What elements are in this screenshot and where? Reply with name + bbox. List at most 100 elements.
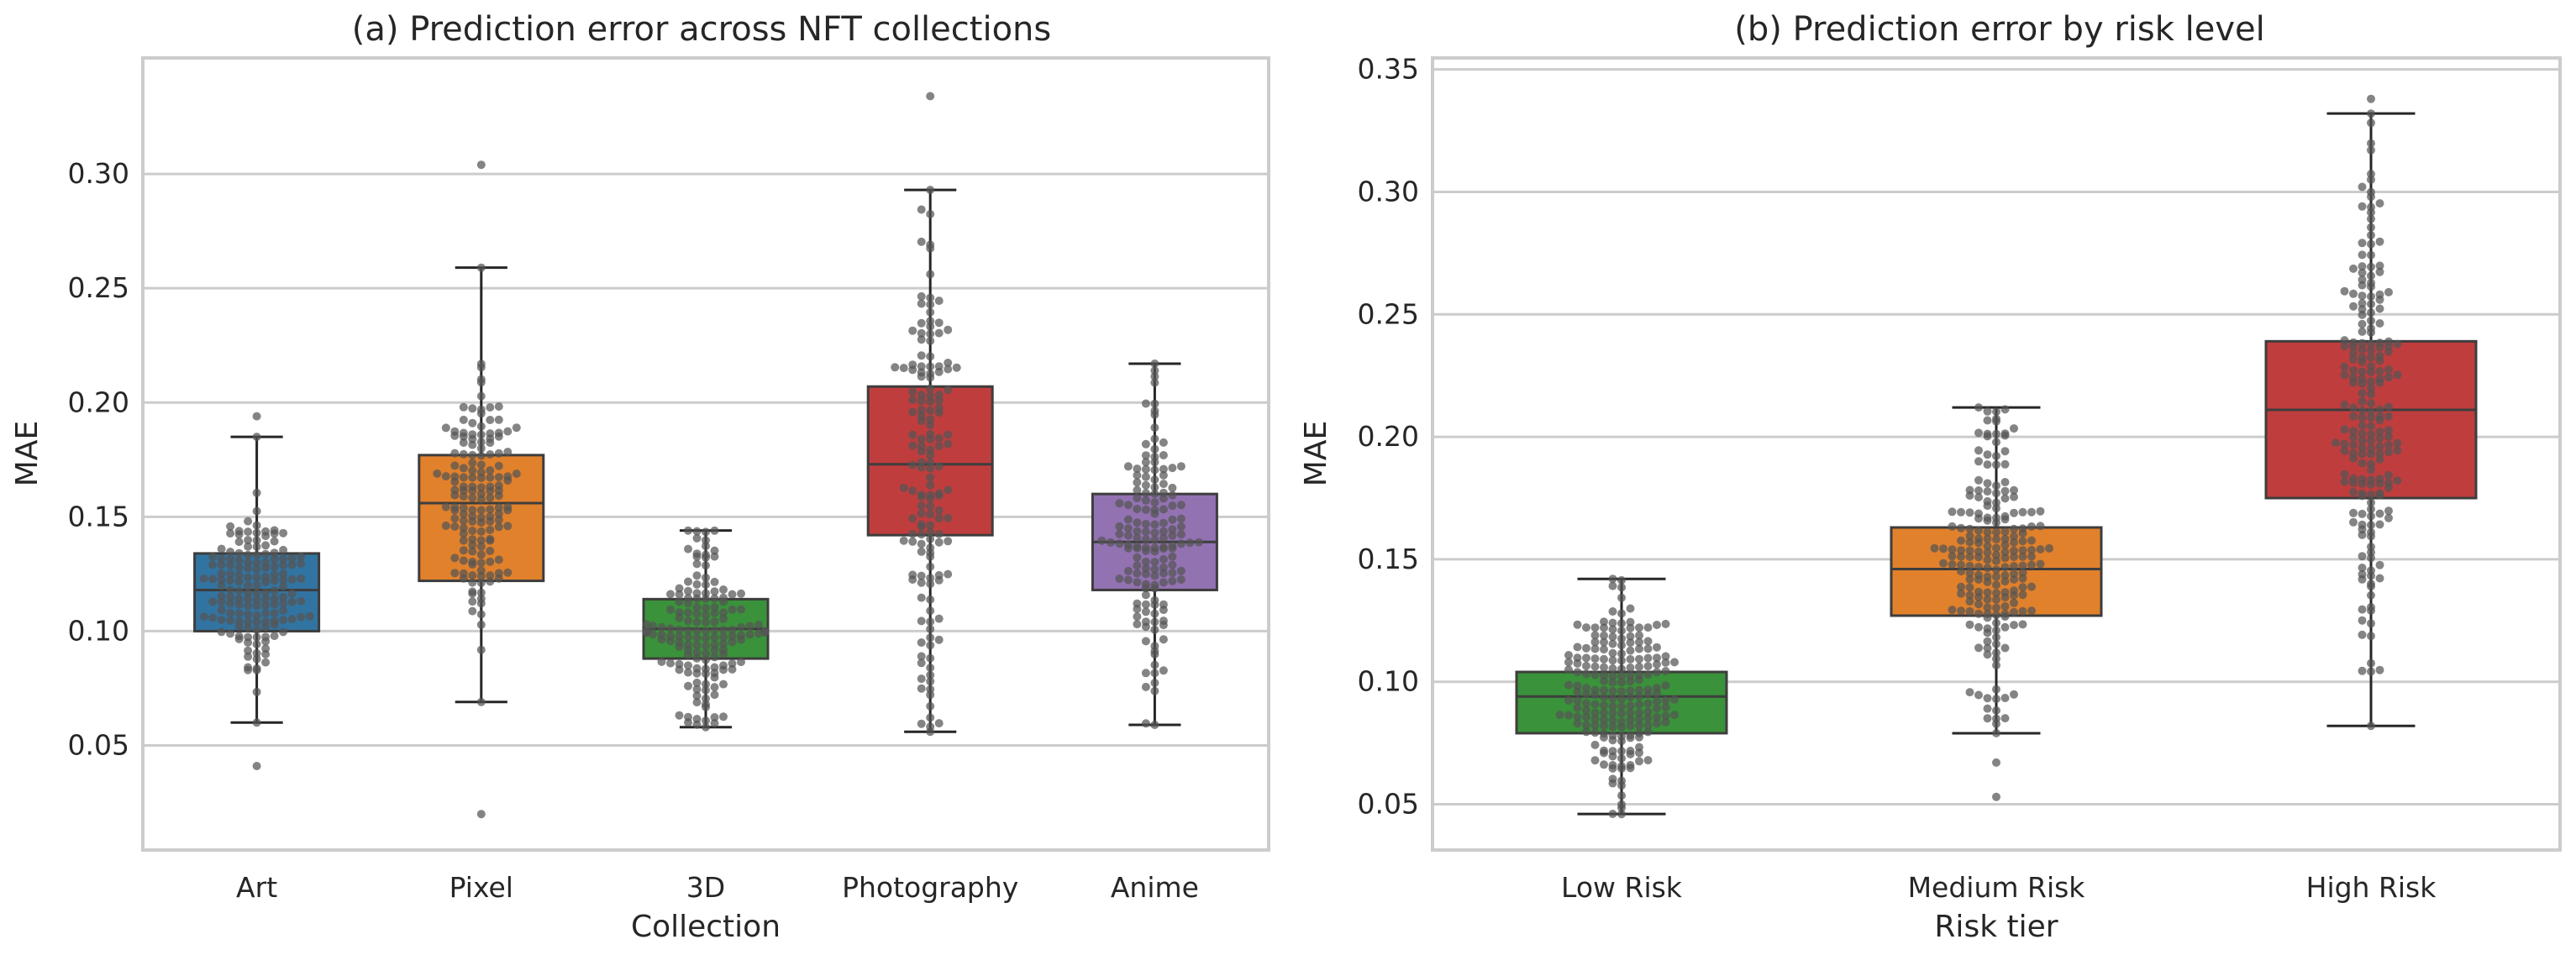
data-point	[1608, 694, 1617, 703]
data-point	[2340, 425, 2349, 434]
data-point	[217, 575, 226, 585]
data-point	[1600, 617, 1608, 627]
data-point	[2375, 433, 2384, 443]
data-point	[494, 555, 503, 564]
data-point	[252, 528, 261, 538]
data-point	[1965, 620, 1974, 629]
data-point	[2367, 346, 2375, 355]
data-point	[666, 605, 675, 614]
data-point	[2018, 524, 2027, 533]
data-point	[270, 554, 279, 564]
plot-frame-a	[141, 56, 1270, 852]
data-point	[2349, 474, 2358, 483]
data-point	[2375, 237, 2384, 246]
data-point	[2358, 275, 2367, 284]
data-point	[1992, 438, 2000, 447]
data-point	[1608, 761, 1617, 769]
data-point	[934, 433, 944, 443]
data-point	[1617, 695, 1626, 704]
data-point	[1150, 475, 1159, 484]
data-point	[917, 434, 926, 443]
data-point	[2045, 543, 2053, 553]
data-point	[1670, 658, 1679, 667]
data-point	[1582, 699, 1590, 708]
data-point	[2375, 261, 2384, 270]
x-tick-label: Low Risk	[1561, 871, 1683, 904]
data-point	[934, 442, 944, 450]
data-point	[1573, 712, 1582, 721]
data-point	[279, 627, 288, 637]
data-point	[234, 548, 244, 558]
data-point	[926, 606, 935, 616]
data-point	[476, 536, 486, 545]
data-point	[1150, 444, 1159, 454]
data-point	[486, 546, 495, 555]
data-point	[2018, 507, 2027, 517]
data-point	[737, 589, 745, 598]
data-point	[2367, 566, 2375, 575]
data-point	[1150, 359, 1159, 368]
data-point	[917, 362, 926, 371]
data-point	[1555, 711, 1564, 719]
data-point	[760, 627, 770, 636]
data-point	[226, 529, 235, 538]
data-point	[252, 664, 261, 673]
data-point	[1608, 581, 1617, 590]
data-point	[1608, 722, 1617, 732]
data-point	[1159, 438, 1168, 447]
data-point	[926, 713, 935, 722]
data-point	[1159, 533, 1168, 543]
data-point	[1159, 569, 1168, 578]
data-point	[494, 481, 503, 491]
data-point	[486, 482, 495, 491]
data-point	[1617, 672, 1626, 681]
data-point	[1590, 662, 1600, 671]
data-point	[1643, 714, 1653, 722]
data-point	[1635, 685, 1643, 695]
data-point	[1150, 378, 1159, 387]
data-point	[2367, 231, 2375, 239]
data-point	[1133, 612, 1142, 622]
data-point	[2000, 694, 2010, 702]
data-point	[2000, 609, 2010, 618]
data-point	[1600, 645, 1608, 654]
data-point	[1590, 670, 1600, 680]
data-point	[2358, 353, 2367, 362]
data-point	[1974, 622, 1983, 632]
data-point	[926, 534, 935, 543]
data-point	[494, 428, 503, 438]
data-point	[252, 565, 261, 574]
data-point	[2358, 375, 2367, 384]
data-point	[1150, 625, 1159, 634]
data-point	[1635, 662, 1643, 671]
data-point	[476, 430, 486, 439]
data-point	[261, 595, 271, 604]
data-point	[433, 469, 442, 478]
data-point	[2358, 449, 2367, 459]
data-point	[468, 512, 477, 521]
data-point	[2375, 351, 2384, 360]
data-point	[2340, 286, 2349, 296]
data-point	[1992, 451, 2000, 460]
data-point	[926, 458, 935, 467]
data-point	[1983, 407, 1992, 416]
data-point	[1626, 693, 1635, 702]
data-point	[754, 621, 763, 629]
data-point	[1123, 531, 1133, 540]
data-point	[1141, 496, 1150, 505]
data-point	[657, 657, 666, 666]
data-point	[226, 599, 235, 608]
data-point	[710, 526, 719, 535]
data-point	[1194, 538, 1203, 547]
data-point	[287, 597, 297, 606]
data-point	[917, 205, 926, 214]
data-point	[917, 684, 926, 693]
data-point	[1590, 756, 1600, 765]
data-point	[2367, 459, 2375, 469]
data-point	[926, 270, 935, 279]
data-point	[2010, 569, 2018, 579]
data-point	[2349, 264, 2358, 273]
data-point	[2375, 520, 2384, 529]
data-point	[1626, 623, 1635, 632]
data-point	[675, 638, 684, 647]
